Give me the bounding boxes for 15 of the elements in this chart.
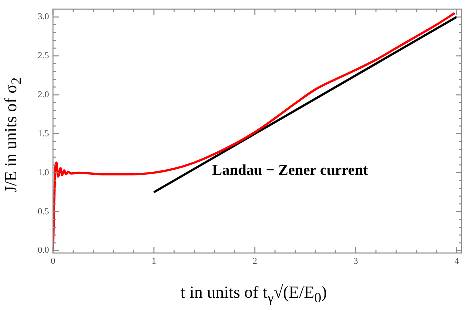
x-tick-label: 1 [152,256,156,266]
y-tick-label: 2.0 [38,89,50,100]
x-tick-label: 4 [454,256,460,266]
y-tick-label: 1.0 [38,167,50,178]
y-tick-label: 2.5 [38,50,50,60]
x-tick-label: 0 [51,256,56,266]
y-tick-label: 0.5 [38,206,50,216]
annotation: Landau − Zener current [212,163,368,180]
y-tick-label: 1.5 [38,128,50,138]
x-tick-label: 2 [252,256,258,266]
x-tick-label: 3 [354,256,359,266]
y-tick-label: 3.0 [38,12,50,22]
x-axis-title: t in units of t$_{γ}$√(E/E$_{0}$) [180,283,328,308]
y-tick-label: 0.0 [38,245,50,256]
line-series [53,12,456,252]
